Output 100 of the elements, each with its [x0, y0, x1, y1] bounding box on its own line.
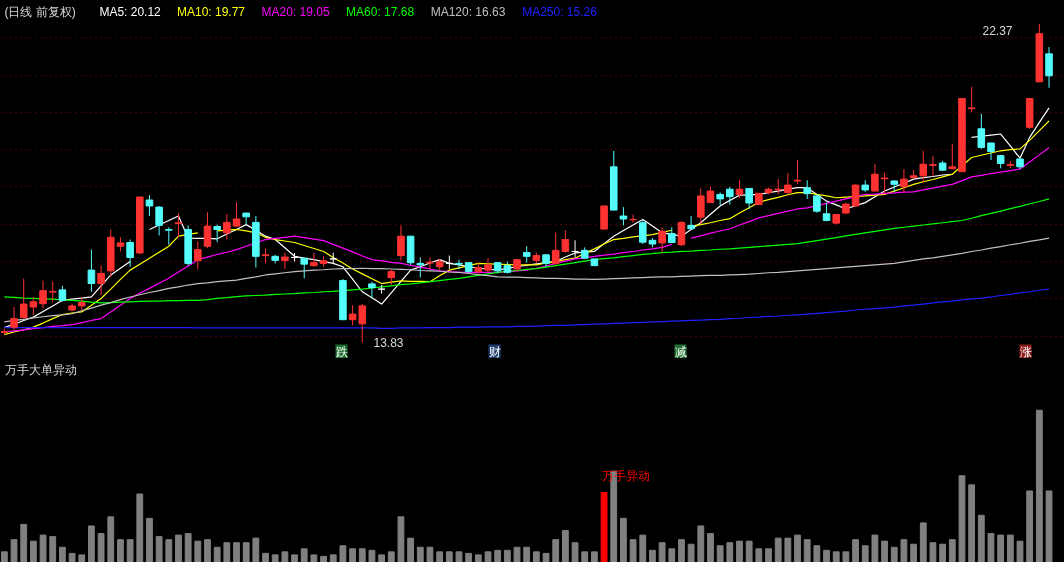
bar [823, 549, 830, 562]
bar [310, 554, 318, 562]
candlestick [658, 226, 666, 254]
bar [184, 533, 192, 562]
candlestick [145, 194, 154, 217]
bar [10, 539, 18, 562]
candlestick [880, 171, 889, 195]
candlestick [967, 86, 976, 113]
candlestick [619, 206, 628, 226]
annotation: 22.37 [982, 24, 1013, 38]
bar [977, 514, 985, 562]
bar [581, 551, 589, 562]
bar [784, 537, 792, 562]
candlestick [745, 187, 753, 210]
bar [155, 536, 163, 562]
candlestick [871, 163, 879, 192]
bar [832, 551, 840, 562]
candlestick [310, 252, 318, 268]
bar [0, 551, 8, 562]
bar [649, 549, 656, 562]
bar [455, 551, 463, 562]
bar [852, 539, 859, 562]
candlestick [484, 257, 492, 273]
candlestick [155, 205, 163, 236]
bar [668, 548, 676, 562]
candlestick [851, 183, 860, 208]
annotation: 万手异动 [601, 468, 650, 483]
bar [329, 554, 337, 562]
candlestick [687, 215, 695, 230]
bar [397, 516, 405, 562]
bar [484, 551, 492, 562]
candlestick [232, 201, 241, 228]
bar [968, 484, 976, 562]
bar [339, 545, 347, 562]
bar [126, 539, 134, 562]
bar [871, 534, 879, 562]
bar [900, 539, 908, 562]
bar [774, 537, 782, 562]
candlestick [300, 257, 309, 279]
bar [803, 539, 811, 562]
bar [997, 534, 1005, 562]
bar [494, 549, 502, 562]
bar [600, 491, 608, 562]
bar [271, 554, 279, 562]
bar [49, 536, 57, 562]
bar [620, 517, 627, 562]
candlestick [416, 256, 425, 279]
candlestick [813, 193, 821, 214]
bar [687, 543, 695, 562]
bar [561, 530, 569, 562]
bar [242, 542, 250, 562]
candlestick [793, 159, 802, 185]
bar [1045, 490, 1053, 562]
bar [262, 552, 269, 562]
candlestick [977, 113, 986, 150]
candlestick [126, 239, 134, 268]
bar [919, 522, 927, 562]
bar [658, 542, 666, 562]
bar [68, 552, 76, 562]
bar [987, 533, 995, 562]
bar [107, 516, 115, 562]
candlestick [281, 252, 289, 270]
bar [416, 546, 424, 562]
text: MA20: 19.05 [261, 4, 330, 19]
annotation: 涨 [1019, 344, 1032, 359]
candlestick [697, 187, 705, 225]
bar [523, 546, 531, 562]
bar [639, 534, 647, 562]
candlestick [174, 212, 183, 238]
bar [890, 546, 898, 562]
bar [726, 542, 734, 562]
bar [204, 539, 211, 562]
bar [378, 554, 386, 562]
text: MA120: 16.63 [430, 4, 506, 19]
candlestick [900, 168, 908, 194]
annotation: 跌 [335, 344, 348, 359]
chart-title: 万手大单异动 [4, 362, 77, 377]
bar [765, 548, 772, 562]
candlestick [1045, 46, 1053, 89]
bar [281, 551, 289, 562]
candlestick [784, 172, 792, 195]
bar [445, 551, 453, 562]
bar [1026, 490, 1034, 562]
candlestick [203, 211, 212, 249]
chart-title: (日线 前复权) [4, 4, 76, 19]
candlestick [39, 280, 47, 310]
text: MA250: 15.26 [522, 4, 598, 19]
bar [571, 542, 579, 562]
candlestick [677, 220, 686, 247]
candlestick [426, 256, 434, 270]
bar [39, 534, 47, 562]
bar [59, 546, 66, 562]
bar [813, 545, 821, 562]
candlestick [48, 281, 57, 303]
annotation: 财 [488, 344, 501, 359]
bar [368, 549, 376, 562]
bar [474, 554, 482, 562]
bar [910, 543, 918, 562]
bar [349, 548, 356, 562]
text: MA10: 19.77 [176, 4, 246, 19]
